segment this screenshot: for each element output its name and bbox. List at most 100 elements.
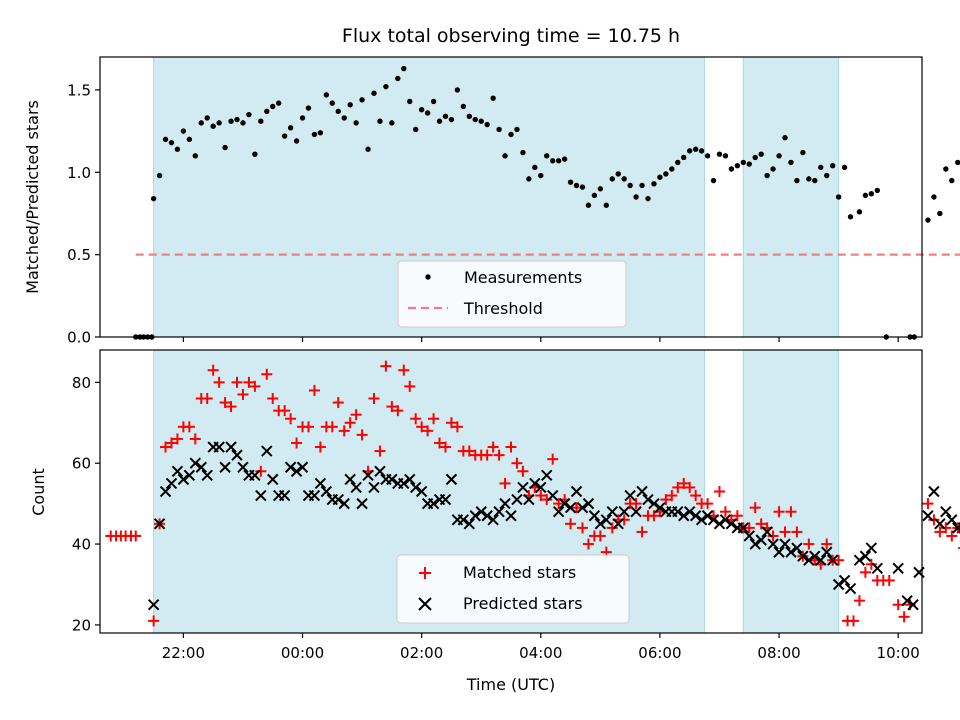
measurement-point	[856, 209, 863, 215]
matched-star-point	[243, 376, 255, 388]
measurement-point	[293, 138, 300, 144]
measurement-point	[704, 153, 711, 159]
y-tick-label: 80	[72, 374, 91, 392]
legend: Matched stars Predicted stars	[396, 554, 630, 624]
legend-marker-matched	[419, 567, 431, 579]
predicted-star-point	[493, 506, 505, 518]
measurement-point	[681, 154, 687, 161]
measurement-point	[365, 146, 371, 152]
measurement-point	[377, 118, 383, 124]
measurement-point	[806, 176, 812, 182]
measurement-point	[281, 133, 288, 139]
predicted-star-point	[678, 510, 690, 522]
matched-star-point	[571, 502, 583, 514]
matched-star-point	[928, 514, 940, 526]
matched-star-point	[833, 554, 845, 566]
measurement-point	[538, 172, 544, 179]
matched-star-point	[445, 417, 457, 429]
matched-star-point	[463, 445, 475, 457]
predicted-star-point	[499, 497, 511, 510]
measurement-point	[335, 108, 341, 115]
measurement-point	[955, 159, 960, 166]
matched-star-point	[582, 538, 594, 550]
matched-star-point	[291, 437, 303, 449]
predicted-star-point	[409, 481, 422, 494]
predicted-star-point	[439, 493, 452, 506]
predicted-star-point	[147, 598, 160, 611]
x-tick-label: 22:00	[162, 644, 205, 662]
legend-marker-predicted	[418, 597, 432, 611]
matched-star-point	[702, 498, 714, 510]
matched-star-point	[883, 574, 895, 586]
plot-area	[133, 65, 960, 340]
measurement-point	[204, 115, 210, 121]
matched-star-point	[255, 465, 267, 477]
measurement-point	[389, 120, 395, 126]
measurement-point	[603, 202, 610, 208]
predicted-star-point	[201, 469, 213, 482]
matched-star-point	[267, 393, 279, 405]
predicted-star-point	[594, 518, 607, 530]
predicted-star-point	[404, 473, 416, 486]
x-tick-label: 10:00	[877, 644, 920, 662]
measurement-point	[305, 105, 312, 111]
measurement-point	[246, 111, 252, 118]
measurement-point	[549, 158, 556, 164]
legend-label-threshold: Threshold	[463, 299, 543, 318]
predicted-star-point	[606, 506, 618, 518]
axes-frame	[99, 56, 923, 338]
matched-star-point	[499, 477, 511, 489]
matched-star-point	[302, 421, 314, 433]
measurement-point	[526, 176, 532, 182]
measurement-point	[448, 116, 455, 123]
predicted-star-point	[541, 469, 553, 482]
measurement-point	[812, 177, 818, 184]
measurement-point	[615, 171, 621, 177]
predicted-star-point	[797, 550, 809, 562]
predicted-star-point	[362, 469, 374, 482]
predicted-star-point	[809, 550, 821, 562]
measurement-point	[341, 115, 347, 121]
predicted-star-point	[344, 473, 356, 486]
predicted-star-point	[308, 489, 321, 502]
measurement-point	[186, 136, 193, 143]
legend-box	[397, 260, 627, 328]
measurement-point	[418, 107, 425, 113]
measurement-point	[561, 156, 568, 162]
measurement-point	[180, 128, 187, 134]
matched-star-point	[630, 498, 642, 510]
predicted-star-point	[546, 489, 559, 502]
top-panel: 0.0 0.5 1.0 1.5 Matched/Predicted stars Mea…	[23, 56, 960, 347]
x-tick-label: 08:00	[757, 644, 800, 662]
matched-star-point	[946, 530, 958, 542]
measurement-point	[472, 116, 478, 123]
y-axis-ticks: 20 40 60 80	[72, 374, 100, 634]
measurement-point	[609, 176, 615, 182]
matched-star-point	[848, 615, 859, 627]
predicted-star-point	[564, 501, 577, 514]
measurement-point	[931, 194, 937, 200]
predicted-star-point	[761, 526, 773, 538]
x-axis-ticks	[182, 337, 899, 342]
predicted-star-point	[725, 518, 738, 530]
measurement-point	[657, 174, 663, 180]
measurement-point	[270, 103, 276, 110]
y-tick-label: 60	[72, 455, 91, 473]
measurement-point	[555, 158, 562, 164]
measurement-point	[716, 151, 723, 157]
x-tick-label: 00:00	[281, 644, 324, 662]
predicted-star-point	[368, 481, 380, 494]
predicted-star-point	[386, 473, 398, 486]
predicted-star-point	[785, 546, 797, 558]
matched-star-point	[779, 526, 791, 538]
measurement-point	[669, 166, 675, 172]
matched-star-point	[565, 518, 577, 530]
predicted-star-point	[934, 518, 946, 530]
matched-star-point	[326, 421, 338, 433]
legend-label-matched: Matched stars	[463, 563, 576, 582]
measurement-point	[240, 120, 246, 126]
measurement-point	[639, 182, 645, 189]
predicted-star-point	[844, 582, 857, 595]
predicted-star-point	[791, 542, 803, 554]
